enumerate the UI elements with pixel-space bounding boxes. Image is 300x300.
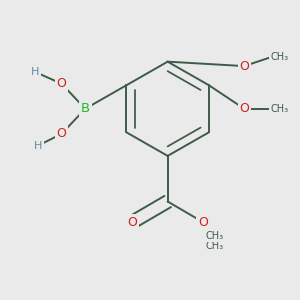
- Text: B: B: [81, 102, 90, 115]
- Text: O: O: [128, 216, 137, 229]
- Text: CH₃: CH₃: [206, 241, 224, 251]
- Text: CH₃: CH₃: [271, 104, 289, 114]
- Text: CH₃: CH₃: [206, 231, 224, 241]
- Text: O: O: [239, 102, 249, 115]
- Text: O: O: [198, 216, 208, 229]
- Text: H: H: [34, 141, 42, 151]
- Text: H: H: [31, 67, 39, 77]
- Text: CH₃: CH₃: [271, 52, 289, 62]
- Text: O: O: [57, 127, 67, 140]
- Text: O: O: [239, 60, 249, 73]
- Text: O: O: [57, 77, 67, 90]
